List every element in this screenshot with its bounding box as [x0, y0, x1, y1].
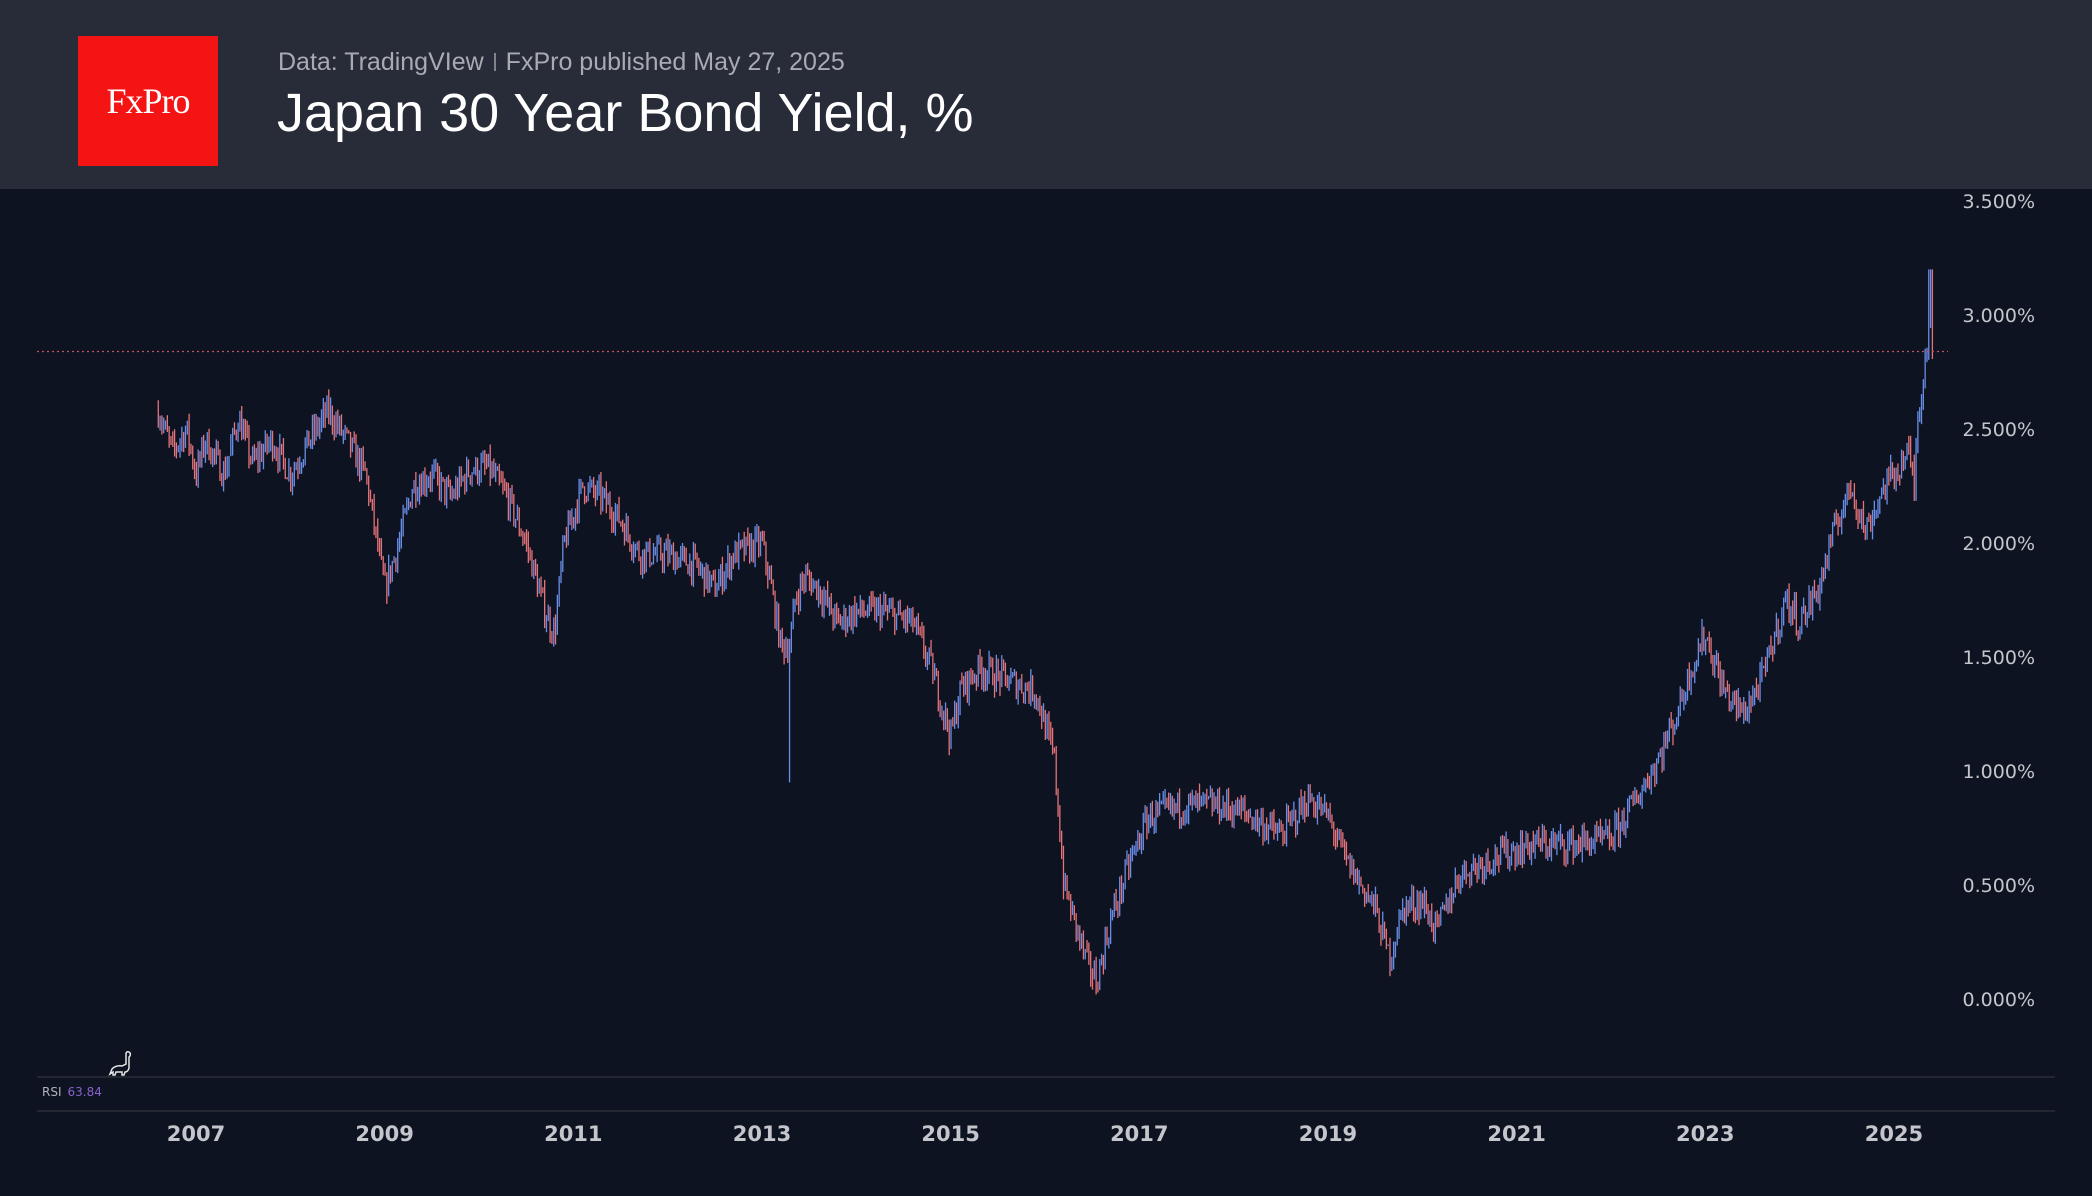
logo-text: FxPro [106, 81, 190, 121]
publisher-date: FxPro published May 27, 2025 [505, 48, 845, 76]
y-tick-label: 0.500% [1963, 875, 2035, 897]
x-tick-label: 2011 [544, 1122, 602, 1146]
x-tick-label: 2015 [921, 1122, 979, 1146]
chart-header: FxPro Data: TradingVIew FxPro published M… [0, 0, 2092, 189]
y-tick-label: 1.000% [1963, 761, 2035, 783]
y-axis: 3.500% 3.000% 2.500% 2.000% 1.500% 1.000% 0.50… [1963, 191, 2035, 1011]
rsi-indicator[interactable]: RSI 63.84 [42, 1085, 102, 1099]
candles [157, 269, 1934, 995]
y-tick-label: 2.000% [1963, 533, 2035, 555]
rsi-value: 63.84 [67, 1085, 102, 1099]
x-tick-label: 2017 [1110, 1122, 1168, 1146]
fxpro-logo: FxPro [78, 36, 218, 166]
x-axis: 2007 2009 2011 2013 2015 2017 2019 2021 2023 2025 [167, 1122, 1923, 1146]
separator [493, 53, 496, 71]
data-source: Data: TradingVIew [278, 48, 484, 76]
y-tick-label: 2.500% [1963, 419, 2035, 441]
x-tick-label: 2019 [1299, 1122, 1357, 1146]
x-tick-label: 2021 [1487, 1122, 1545, 1146]
y-tick-label: 0.000% [1963, 989, 2035, 1011]
chart-subtitle: Data: TradingVIew FxPro published May 27,… [278, 48, 845, 77]
x-tick-label: 2013 [733, 1122, 791, 1146]
x-tick-label: 2025 [1865, 1122, 1923, 1146]
x-tick-label: 2023 [1676, 1122, 1734, 1146]
x-tick-label: 2007 [167, 1122, 225, 1146]
y-tick-label: 1.500% [1963, 647, 2035, 669]
dinosaur-icon [108, 1051, 132, 1076]
y-tick-label: 3.500% [1963, 191, 2035, 213]
rsi-label: RSI [42, 1085, 62, 1099]
y-tick-label: 3.000% [1963, 305, 2035, 327]
chart-title: Japan 30 Year Bond Yield, % [277, 83, 974, 143]
x-tick-label: 2009 [355, 1122, 413, 1146]
